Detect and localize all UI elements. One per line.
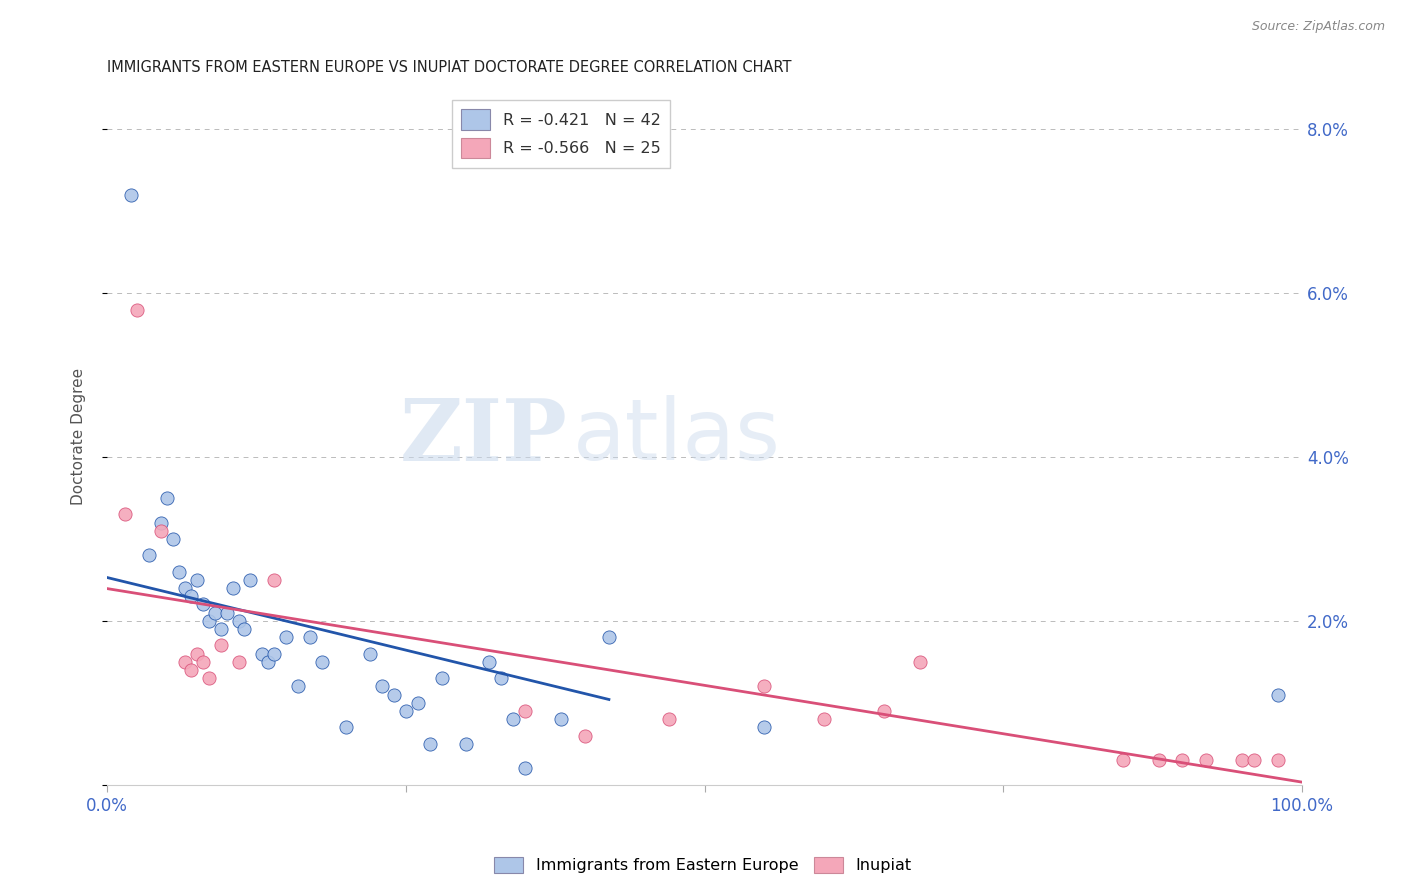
Point	[873, 704, 896, 718]
Point	[311, 655, 333, 669]
Point	[120, 187, 142, 202]
Point	[125, 302, 148, 317]
Point	[191, 598, 214, 612]
Point	[252, 647, 274, 661]
Point	[478, 655, 501, 669]
Point	[1267, 688, 1289, 702]
Point	[263, 647, 285, 661]
Point	[1243, 753, 1265, 767]
Point	[263, 573, 285, 587]
Point	[186, 647, 208, 661]
Point	[114, 508, 136, 522]
Text: Source: ZipAtlas.com: Source: ZipAtlas.com	[1251, 20, 1385, 33]
Point	[754, 720, 776, 734]
Point	[395, 704, 418, 718]
Point	[173, 655, 195, 669]
Point	[299, 630, 322, 644]
Point	[491, 671, 513, 685]
Point	[382, 688, 405, 702]
Point	[550, 712, 572, 726]
Point	[813, 712, 835, 726]
Y-axis label: Doctorate Degree: Doctorate Degree	[72, 368, 86, 505]
Point	[1171, 753, 1194, 767]
Point	[419, 737, 441, 751]
Text: atlas: atlas	[574, 395, 782, 478]
Point	[162, 532, 184, 546]
Point	[371, 680, 394, 694]
Point	[239, 573, 262, 587]
Point	[257, 655, 280, 669]
Point	[1232, 753, 1254, 767]
Point	[156, 491, 179, 505]
Point	[908, 655, 931, 669]
Point	[515, 761, 537, 775]
Point	[197, 614, 219, 628]
Text: IMMIGRANTS FROM EASTERN EUROPE VS INUPIAT DOCTORATE DEGREE CORRELATION CHART: IMMIGRANTS FROM EASTERN EUROPE VS INUPIA…	[107, 60, 792, 75]
Point	[197, 671, 219, 685]
Point	[228, 655, 250, 669]
Point	[180, 663, 202, 677]
Point	[574, 729, 596, 743]
Point	[502, 712, 524, 726]
Point	[204, 606, 226, 620]
Point	[186, 573, 208, 587]
Point	[149, 524, 172, 538]
Point	[233, 622, 256, 636]
Point	[515, 704, 537, 718]
Point	[658, 712, 681, 726]
Point	[1147, 753, 1170, 767]
Point	[215, 606, 238, 620]
Point	[1195, 753, 1218, 767]
Point	[221, 581, 243, 595]
Point	[276, 630, 298, 644]
Point	[228, 614, 250, 628]
Point	[173, 581, 195, 595]
Point	[430, 671, 453, 685]
Point	[180, 589, 202, 603]
Point	[335, 720, 357, 734]
Legend: R = -0.421   N = 42, R = -0.566   N = 25: R = -0.421 N = 42, R = -0.566 N = 25	[451, 100, 671, 168]
Point	[138, 549, 160, 563]
Point	[287, 680, 309, 694]
Point	[191, 655, 214, 669]
Point	[209, 622, 232, 636]
Point	[149, 516, 172, 530]
Legend: Immigrants from Eastern Europe, Inupiat: Immigrants from Eastern Europe, Inupiat	[488, 850, 918, 880]
Point	[754, 680, 776, 694]
Point	[359, 647, 381, 661]
Point	[1267, 753, 1289, 767]
Point	[454, 737, 477, 751]
Point	[406, 696, 429, 710]
Text: ZIP: ZIP	[399, 394, 567, 478]
Point	[598, 630, 620, 644]
Point	[167, 565, 190, 579]
Point	[209, 639, 232, 653]
Point	[1112, 753, 1135, 767]
